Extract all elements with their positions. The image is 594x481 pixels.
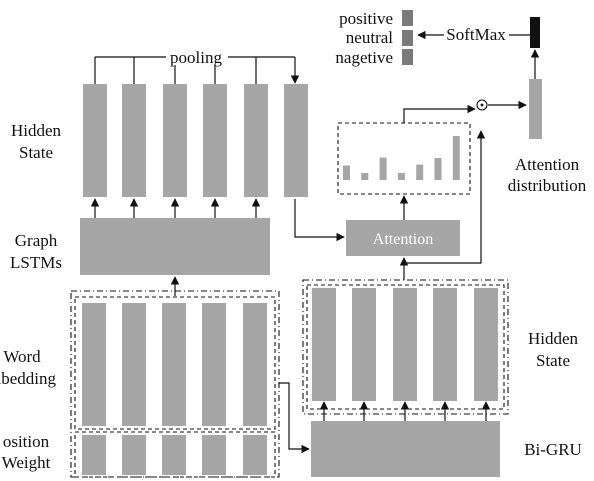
attention-weight-bar xyxy=(416,164,424,180)
sentiment-legend: positive neutral nagetive xyxy=(335,9,413,67)
hidden-state-left-column xyxy=(163,84,187,197)
position-weight-label-line2: Weight xyxy=(2,453,51,472)
hidden-state-left-column xyxy=(122,84,146,197)
attention-distribution-label-line2: distribution xyxy=(508,176,587,195)
bi-gru-block xyxy=(311,421,500,477)
attention-weights-frame xyxy=(337,122,471,195)
word-embedding-column xyxy=(202,303,226,426)
hidden-state-right-column-group xyxy=(312,288,498,401)
position-weight-column xyxy=(243,435,267,475)
position-weight-label-line1: osition xyxy=(3,432,50,451)
hidden-state-left-label-line1: Hidden xyxy=(11,121,62,140)
hidden-state-right-outer-frame xyxy=(302,279,509,415)
position-weight-column xyxy=(162,435,186,475)
word-embedding-column xyxy=(82,303,106,426)
attention-weights-bars xyxy=(343,136,460,180)
legend-positive-label: positive xyxy=(339,9,393,28)
position-weight-column-group xyxy=(82,435,267,475)
legend-negative-label: nagetive xyxy=(335,48,393,67)
legend-neutral-label: neutral xyxy=(346,28,393,47)
hidden-state-left-column xyxy=(244,84,268,197)
graph-lstms-label-line2: LSTMs xyxy=(10,253,62,272)
bigru-to-hidden-arrows xyxy=(319,401,491,421)
multiply-dot xyxy=(480,103,484,107)
lstm-to-hidden-arrows xyxy=(90,198,261,218)
attention-weight-bar xyxy=(397,173,405,180)
hidden-state-left-column-group xyxy=(83,84,308,197)
pooled-to-attention-arrow xyxy=(294,199,345,242)
softmax-label: SoftMax xyxy=(446,25,506,44)
attention-distribution-block xyxy=(529,79,542,139)
word-embedding-label-line1: Word xyxy=(3,347,41,366)
hidden-state-right-label-line2: State xyxy=(536,351,570,370)
embedding-to-bigru-arrow xyxy=(279,382,310,454)
hidden-state-left-column xyxy=(284,84,308,197)
bi-gru-label: Bi-GRU xyxy=(524,440,582,459)
graph-lstms-block xyxy=(80,218,270,275)
legend-negative-box xyxy=(402,49,413,65)
hidden-state-right-column xyxy=(474,288,498,401)
hidden-state-right-label-line1: Hidden xyxy=(528,329,579,348)
attention-label: Attention xyxy=(373,231,433,248)
pooling-label: pooling xyxy=(170,48,222,67)
word-embedding-dashed-frame xyxy=(74,296,276,430)
attention-weight-bar xyxy=(434,158,442,180)
word-embedding-column xyxy=(122,303,146,426)
hidden-state-right-column xyxy=(433,288,457,401)
graph-lstms-label-line1: Graph xyxy=(15,231,58,250)
hidden-state-left-label-line2: State xyxy=(19,143,53,162)
hidden-state-right-inner-frame xyxy=(306,284,505,410)
pooling-connector xyxy=(94,56,300,84)
legend-positive-box xyxy=(402,10,413,26)
attention-weight-bar xyxy=(452,136,460,180)
hidden-to-multiply-arrow xyxy=(403,130,486,280)
attention-weight-bar xyxy=(379,157,387,180)
position-weight-column xyxy=(202,435,226,475)
hidden-state-left-column xyxy=(203,84,227,197)
attention-weight-bar xyxy=(343,165,350,180)
attention-distribution-label-line1: Attention xyxy=(515,155,580,174)
hidden-state-right-column xyxy=(312,288,336,401)
attention-block xyxy=(346,220,460,256)
softmax-output-block xyxy=(530,17,540,48)
weights-to-multiply-arrow xyxy=(403,104,476,123)
hidden-state-right-column xyxy=(352,288,376,401)
position-weight-column xyxy=(82,435,106,475)
position-weight-column xyxy=(122,435,146,475)
hidden-state-left-column xyxy=(83,84,107,197)
position-weight-dashed-frame xyxy=(74,431,276,478)
legend-neutral-box xyxy=(402,30,413,46)
word-embedding-column xyxy=(162,303,186,426)
hidden-state-right-column xyxy=(393,288,417,401)
attention-weight-bar xyxy=(361,173,369,180)
word-embedding-label-line2: mbedding xyxy=(0,369,56,388)
word-embedding-column xyxy=(243,303,267,426)
word-embedding-column-group xyxy=(82,303,267,426)
